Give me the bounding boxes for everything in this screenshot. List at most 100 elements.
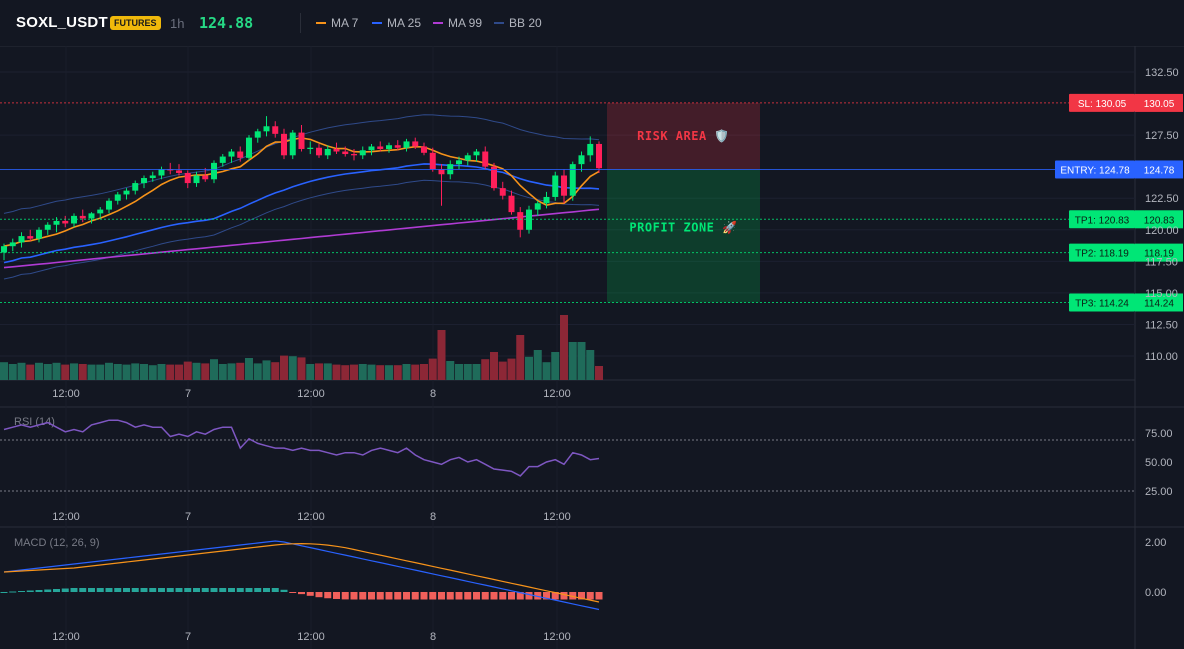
candle	[237, 146, 244, 162]
interval-selector[interactable]: 1h	[170, 16, 185, 31]
volume-bar	[210, 359, 218, 380]
volume-bar	[201, 363, 210, 380]
candle-body	[517, 212, 524, 230]
candle	[569, 161, 576, 201]
macd-histogram-bar	[315, 592, 323, 598]
volume-bar	[183, 361, 192, 380]
time-axis[interactable]: 12:00 7 12:00 8 12:00 12:00 7 12:00 8 12:00 12:00 7…	[52, 388, 571, 643]
time-label: 12:00	[543, 511, 571, 523]
candle-body	[202, 175, 209, 180]
volume-bar	[43, 364, 52, 380]
price-tick-label: 115.00	[1145, 288, 1178, 300]
entry-tag-label: ENTRY: 124.78	[1060, 165, 1130, 176]
candle-body	[578, 155, 585, 165]
macd-histogram-bar	[219, 588, 227, 592]
macd-histogram-bar	[140, 588, 148, 592]
macd-histogram-bar	[534, 592, 542, 600]
candle-body	[79, 215, 86, 219]
candle	[79, 209, 86, 223]
candle-body	[412, 141, 419, 147]
macd-histogram-bar	[0, 592, 8, 593]
candle	[18, 232, 25, 248]
macd-line	[3, 540, 600, 611]
candle	[246, 135, 252, 161]
macd-histogram-bar	[35, 590, 43, 592]
candle-body	[289, 132, 296, 156]
candle-body	[132, 183, 139, 191]
macd-histogram-bar	[280, 589, 288, 592]
macd-histogram-bar	[123, 588, 130, 592]
candle-body	[534, 203, 541, 210]
candle-body	[316, 147, 322, 156]
time-label: 8	[430, 631, 436, 643]
symbol-title[interactable]: SOXL_USDT	[16, 14, 108, 31]
legend-ma7[interactable]: MA 7	[316, 16, 358, 30]
candle	[149, 171, 156, 182]
candle-body	[429, 152, 436, 170]
volume-bar	[96, 364, 105, 380]
candle-body	[176, 170, 182, 173]
candle	[412, 137, 419, 149]
candle-body	[228, 151, 235, 157]
macd-histogram-bar	[70, 588, 78, 592]
volume-bar	[568, 342, 577, 380]
tp3-tag-label: TP3: 114.24	[1075, 298, 1129, 309]
candles[interactable]	[1, 116, 602, 261]
volume-bar	[472, 364, 481, 380]
legend-ma99[interactable]: MA 99	[433, 16, 482, 30]
time-label: 12:00	[297, 511, 325, 523]
volume-bar	[420, 364, 428, 380]
time-label: 12:00	[52, 631, 80, 643]
risk-area-label: RISK AREA 🛡️	[637, 129, 730, 143]
candle-body	[482, 151, 489, 167]
chart-header: SOXL_USDT FUTURES 1h 124.88 MA 7 MA 25 M…	[0, 0, 1184, 46]
tp3-tag-bg	[1069, 293, 1135, 312]
volume-bar	[586, 350, 595, 380]
header-divider	[300, 13, 301, 33]
candle	[403, 138, 410, 152]
macd-histogram-bar	[411, 592, 419, 600]
tp1-value-label: 120.83	[1144, 215, 1175, 226]
macd-histogram-bar	[403, 592, 410, 600]
macd-histogram-bar	[61, 588, 69, 592]
price-axis[interactable]: 132.50 127.50 122.50 120.00 117.50 115.00 112.…	[1145, 67, 1179, 363]
candle-body	[281, 133, 287, 156]
candle	[359, 146, 366, 160]
legend-bb20[interactable]: BB 20	[494, 16, 542, 30]
candle-body	[246, 137, 252, 158]
volume-bar	[236, 362, 245, 380]
macd-histogram-bar	[499, 592, 507, 600]
candle	[263, 116, 270, 137]
tp1-tag-bg	[1069, 210, 1135, 229]
tp2-tag-label: TP2: 118.19	[1075, 249, 1129, 260]
time-label: 12:00	[297, 631, 325, 643]
candle	[44, 222, 51, 235]
candle-body	[149, 175, 156, 179]
macd-histogram-bar	[341, 592, 349, 600]
candle	[202, 167, 209, 182]
volume-bar	[437, 330, 446, 380]
volume-bar	[551, 352, 560, 380]
volume-bar	[131, 363, 140, 380]
volume-bar	[78, 364, 87, 380]
legend-ma7-label: MA 7	[331, 16, 359, 30]
macd-histogram-bar	[569, 592, 577, 600]
candle	[97, 207, 104, 219]
volume-bar	[297, 357, 306, 380]
candle	[499, 181, 506, 200]
price-levels: SL: 130.05 130.05 ENTRY: 124.78 124.78 TP1: …	[0, 93, 1183, 312]
macd-histogram-bar	[18, 591, 25, 592]
volume-bar	[166, 364, 175, 380]
candle-body	[18, 236, 25, 243]
volume-bar	[358, 364, 367, 380]
candle-body	[27, 236, 34, 239]
volume-bar	[0, 362, 8, 380]
volume-bar	[253, 363, 262, 380]
macd-histogram-bar	[420, 592, 428, 600]
candle-body	[53, 220, 60, 225]
volume-bar	[411, 364, 420, 380]
legend-ma25[interactable]: MA 25	[372, 16, 421, 30]
candle-body	[456, 160, 462, 165]
